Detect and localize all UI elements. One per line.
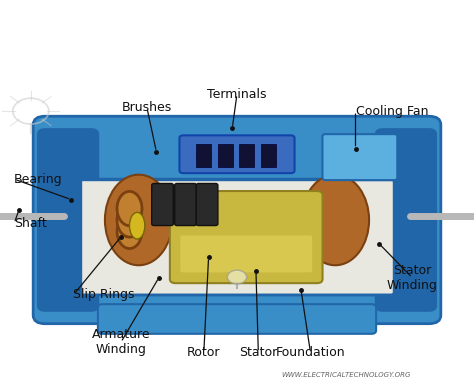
Ellipse shape <box>117 191 142 226</box>
Text: Slip Rings: Slip Rings <box>73 288 135 301</box>
FancyBboxPatch shape <box>322 134 397 180</box>
Text: Terminals: Terminals <box>207 88 267 101</box>
Text: Foundation: Foundation <box>276 346 345 359</box>
Text: Construction of Synchronous Motor: Construction of Synchronous Motor <box>0 11 474 39</box>
FancyBboxPatch shape <box>33 116 441 324</box>
Text: Stator
Winding: Stator Winding <box>387 264 438 292</box>
Text: Rotor: Rotor <box>187 346 220 359</box>
Text: Armature
Winding: Armature Winding <box>91 328 150 356</box>
Ellipse shape <box>117 214 142 248</box>
Text: WWW.ELECTRICALTECHNOLOGY.ORG: WWW.ELECTRICALTECHNOLOGY.ORG <box>282 372 410 378</box>
Bar <box>261 144 276 167</box>
FancyBboxPatch shape <box>170 191 322 283</box>
Ellipse shape <box>129 212 145 239</box>
Ellipse shape <box>301 175 369 265</box>
Ellipse shape <box>105 175 173 265</box>
FancyBboxPatch shape <box>81 180 393 294</box>
FancyBboxPatch shape <box>38 129 98 311</box>
Ellipse shape <box>117 203 142 237</box>
Text: Shaft: Shaft <box>14 217 47 230</box>
FancyBboxPatch shape <box>376 129 436 311</box>
FancyBboxPatch shape <box>152 183 173 225</box>
FancyBboxPatch shape <box>98 304 376 334</box>
Bar <box>218 144 233 167</box>
Bar <box>196 144 211 167</box>
Text: Brushes: Brushes <box>122 101 172 114</box>
Text: Cooling Fan: Cooling Fan <box>356 105 428 118</box>
FancyBboxPatch shape <box>180 135 294 173</box>
Bar <box>239 144 254 167</box>
Text: Bearing: Bearing <box>14 173 63 186</box>
FancyBboxPatch shape <box>175 183 196 225</box>
Circle shape <box>228 270 246 284</box>
FancyBboxPatch shape <box>196 183 218 225</box>
Text: Stator: Stator <box>239 346 277 359</box>
FancyBboxPatch shape <box>180 236 312 272</box>
